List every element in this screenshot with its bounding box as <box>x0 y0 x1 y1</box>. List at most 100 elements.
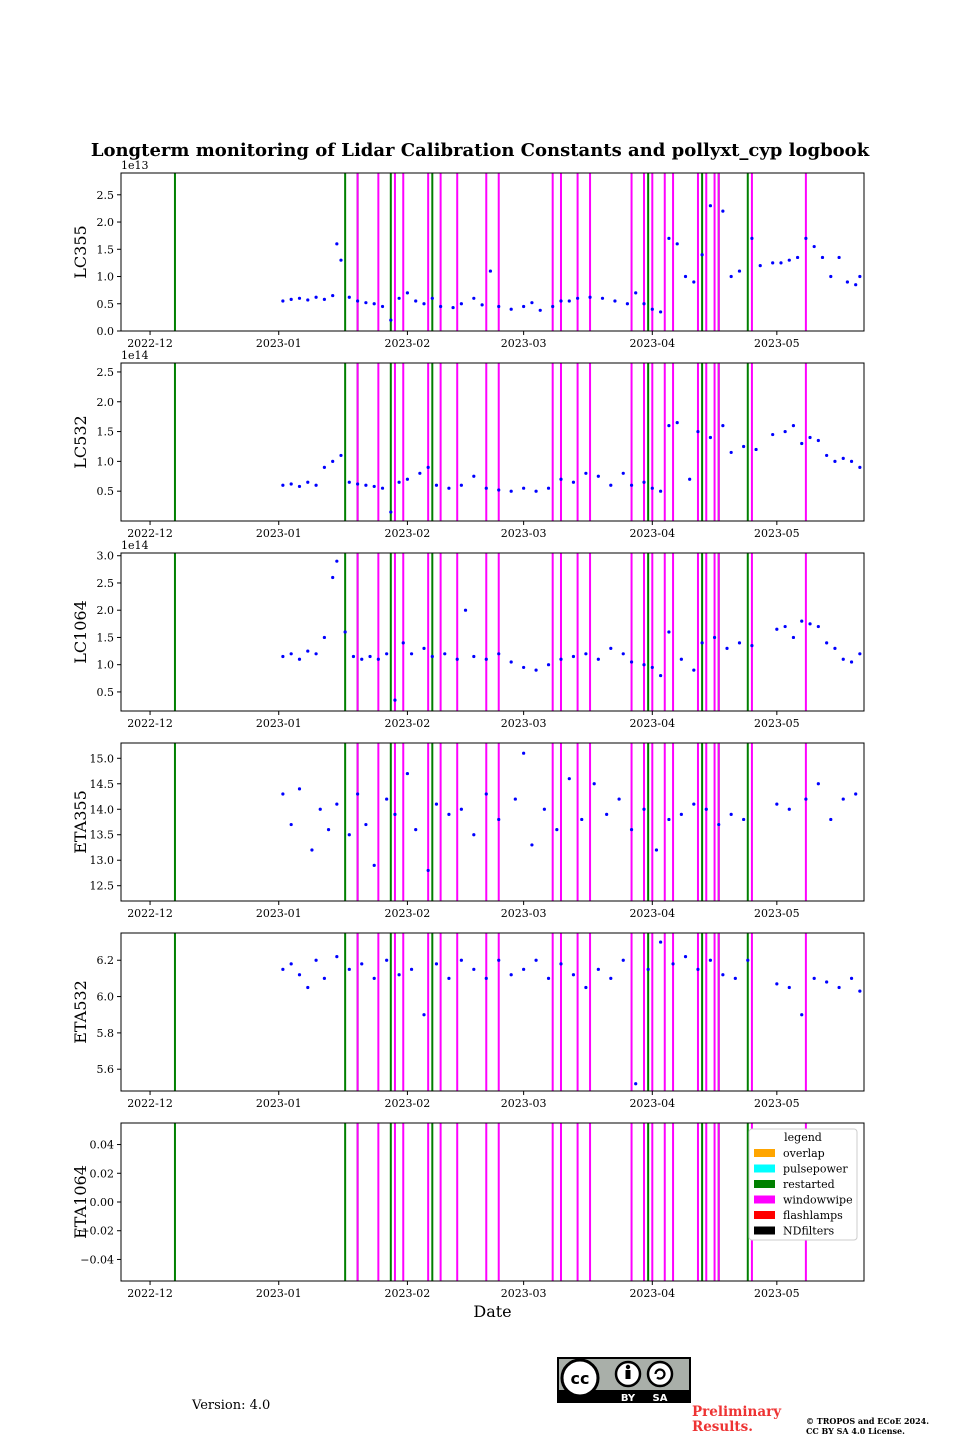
data-point <box>459 958 463 962</box>
data-point <box>401 641 405 645</box>
x-tick-label: 2022-12 <box>127 1097 173 1110</box>
x-tick-label: 2023-01 <box>256 1287 302 1300</box>
x-tick-label: 2023-04 <box>629 527 675 540</box>
data-point <box>679 812 683 816</box>
x-tick-label: 2023-02 <box>385 907 431 920</box>
data-point <box>675 421 679 425</box>
data-point <box>347 480 351 484</box>
x-tick-label: 2023-01 <box>256 337 302 350</box>
axes-frame <box>120 552 865 712</box>
data-point <box>297 787 302 791</box>
y-exponent-label: 1e14 <box>121 349 149 362</box>
copyright-line-2: CC BY SA 4.0 License. <box>806 1426 905 1436</box>
data-point <box>559 657 563 661</box>
data-point <box>339 453 343 458</box>
data-point <box>372 302 376 306</box>
data-point <box>472 654 476 659</box>
data-point <box>542 807 546 811</box>
data-point <box>800 1013 804 1017</box>
data-point <box>584 471 588 475</box>
legend-entry-pulsepower: pulsepower <box>783 1163 848 1176</box>
y-tick-label: 5.8 <box>97 1027 115 1040</box>
y-exponent-label: 1e13 <box>121 159 149 172</box>
y-tick-label: 1.0 <box>97 271 115 284</box>
data-point <box>360 962 364 966</box>
data-point <box>434 962 439 966</box>
data-point <box>389 510 393 514</box>
data-point <box>335 242 339 246</box>
data-point <box>791 635 796 640</box>
by-text: BY <box>621 1393 636 1403</box>
data-point <box>497 488 501 492</box>
data-point <box>447 976 451 981</box>
data-point <box>472 296 476 300</box>
data-point <box>484 657 488 661</box>
data-point <box>754 447 758 452</box>
data-point <box>667 630 671 634</box>
data-point <box>555 828 559 832</box>
x-tick-label: 2023-04 <box>629 717 675 730</box>
data-point <box>405 771 410 776</box>
data-point <box>667 236 671 240</box>
data-point <box>758 264 762 268</box>
data-point <box>592 782 596 786</box>
data-point <box>281 792 285 796</box>
data-point <box>430 654 434 659</box>
x-tick-label: 2023-03 <box>501 907 547 920</box>
panel-ETA355: 12.5 13.0 13.5 14.0 14.5 15.0 2022-12 2023-01 20… <box>71 742 865 920</box>
data-point <box>849 459 854 463</box>
data-point <box>837 985 841 990</box>
data-point <box>559 299 563 303</box>
y-axis-label: ETA1064 <box>71 1165 90 1239</box>
y-tick-label: 2.0 <box>97 604 115 617</box>
y-tick-label: 2.5 <box>97 366 115 379</box>
data-point <box>331 575 335 580</box>
data-point <box>459 483 463 487</box>
y-tick-label: 2.0 <box>97 396 115 409</box>
data-point <box>335 802 339 806</box>
data-point <box>596 474 600 478</box>
data-point <box>634 291 638 295</box>
data-point <box>281 654 285 659</box>
y-tick-label: 1.0 <box>97 455 115 468</box>
x-tick-label: 2023-01 <box>256 527 302 540</box>
data-point <box>654 848 659 852</box>
data-point <box>679 657 683 661</box>
x-tick-label: 2023-05 <box>754 337 800 350</box>
data-point <box>372 484 376 489</box>
data-point <box>692 668 696 672</box>
data-point <box>804 797 808 801</box>
data-point <box>816 782 820 786</box>
data-point <box>704 807 708 811</box>
x-tick-label: 2023-04 <box>629 907 675 920</box>
data-point <box>621 471 625 475</box>
data-point <box>750 644 754 648</box>
data-point <box>380 304 385 309</box>
data-point <box>414 299 418 303</box>
data-point <box>484 486 488 490</box>
y-tick-label: 13.5 <box>90 829 115 842</box>
x-tick-label: 2023-02 <box>385 337 431 350</box>
x-tick-label: 2023-02 <box>385 717 431 730</box>
legend-entry-overlap: overlap <box>783 1147 825 1160</box>
data-point <box>380 486 385 490</box>
data-point <box>837 255 841 260</box>
data-point <box>306 985 310 990</box>
figure-title: Longterm monitoring of Lidar Calibration… <box>90 140 870 161</box>
data-point <box>534 668 538 672</box>
data-point <box>775 982 779 986</box>
data-point <box>791 424 796 428</box>
data-point <box>584 652 588 656</box>
data-point <box>281 299 285 303</box>
cc-text: cc <box>571 1369 590 1388</box>
data-point <box>339 258 343 262</box>
data-point <box>364 301 368 305</box>
data-point <box>700 253 704 257</box>
axes-frame <box>120 932 865 1092</box>
data-point <box>480 303 484 307</box>
data-point <box>808 435 812 440</box>
data-point <box>426 465 430 469</box>
data-point <box>629 483 634 487</box>
data-point <box>708 435 713 440</box>
data-point <box>306 298 310 302</box>
